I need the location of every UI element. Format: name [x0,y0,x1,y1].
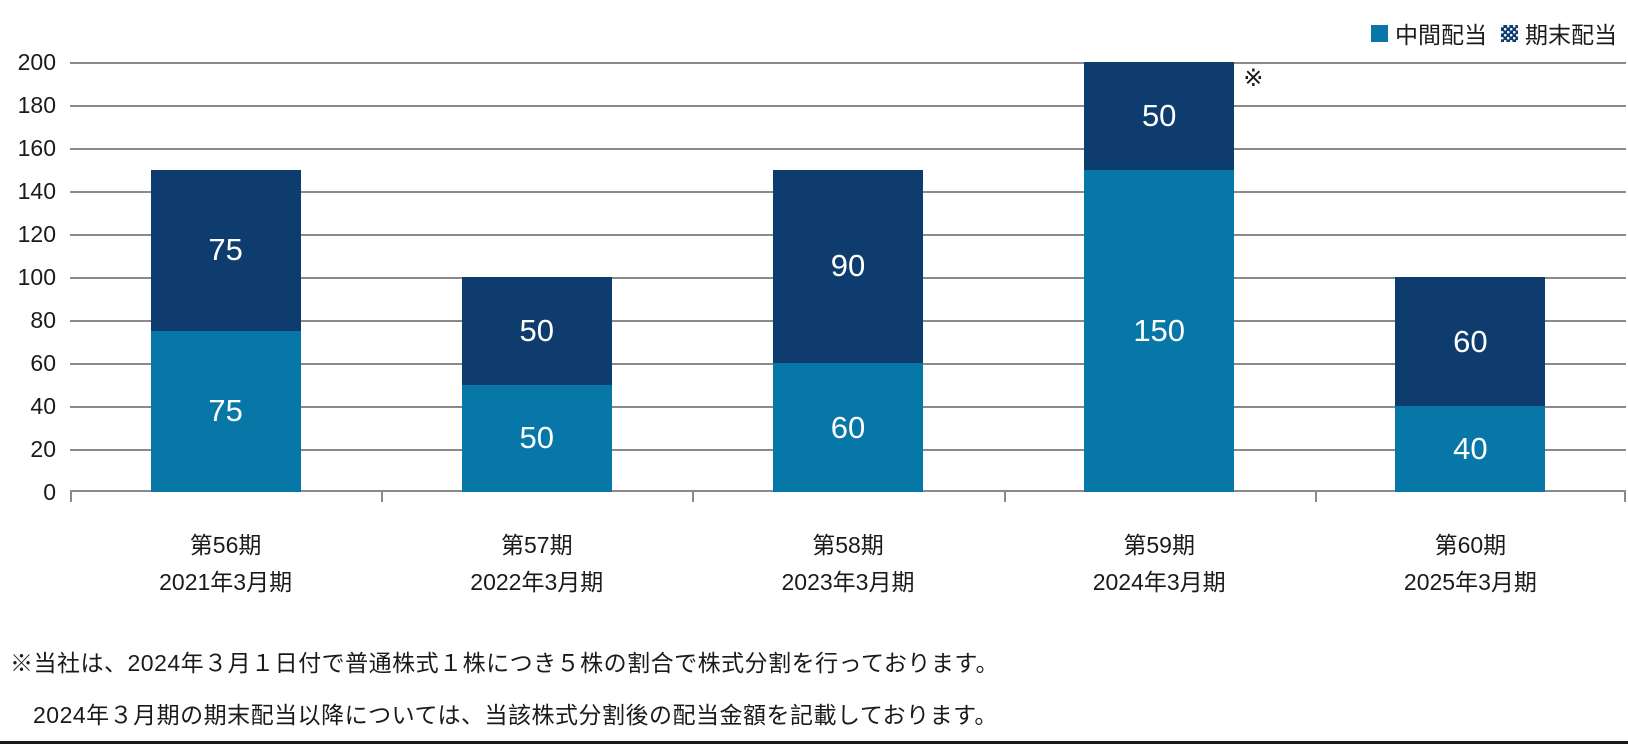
yearend-dividend-swatch [1501,24,1518,42]
chart-legend: 中間配当 期末配当 [1371,16,1617,50]
x-category-label-第58期: 第58期 2023年3月期 [692,527,1003,601]
y-tick-label-160: 160 [17,135,56,161]
bar-segment-中間配当-第57期: 50 [461,384,612,492]
gridline-180 [70,105,1626,107]
y-tick-label-40: 40 [30,393,56,419]
bar-segment-期末配当-第59期: 50 [1084,62,1235,170]
x-category-label-第57期: 第57期 2022年3月期 [381,527,692,601]
bar-segment-期末配当-第60期: 60 [1395,277,1546,406]
bar-segment-中間配当-第56期: 75 [150,330,301,492]
bar-value-label: 150 [1133,312,1186,348]
x-category-label-第56期: 第56期 2021年3月期 [70,527,381,601]
legend-item-yearend-dividend: 期末配当 [1501,16,1617,50]
bar-segment-期末配当-第56期: 75 [150,169,301,331]
category-term-label: 第58期 [812,532,884,558]
y-tick-label-60: 60 [30,350,56,376]
y-tick-label-80: 80 [30,307,56,333]
category-term-label: 第59期 [1123,532,1195,558]
x-axis-tick [1315,492,1317,502]
interim-dividend-swatch [1371,24,1388,42]
x-axis-tick [70,492,72,502]
gridline-200 [70,62,1626,64]
y-tick-label-180: 180 [17,92,56,118]
category-period-label: 2024年3月期 [1092,569,1226,595]
x-axis-tick [381,492,383,502]
category-period-label: 2022年3月期 [470,569,604,595]
legend-label-interim-dividend: 中間配当 [1395,22,1487,48]
y-tick-label-20: 20 [30,436,56,462]
y-tick-label-200: 200 [17,49,56,75]
bar-segment-中間配当-第59期: 150 [1084,169,1235,492]
bar-value-label: 40 [1453,431,1488,466]
bar-segment-中間配当-第58期: 60 [773,363,923,492]
category-period-label: 2023年3月期 [781,569,915,595]
category-period-label: 2025年3月期 [1403,569,1537,595]
bottom-rule [0,741,1628,744]
x-axis-tick [1624,492,1626,502]
x-axis-tick [1004,492,1006,502]
bar-value-label: 60 [1453,323,1488,359]
bar-segment-期末配当-第58期: 90 [773,169,923,363]
footnote-line-2: 2024年３月期の期末配当以降については、当該株式分割後の配当金額を記載しており… [33,702,998,728]
bar-value-label: 90 [830,248,866,284]
category-term-label: 第56期 [189,532,262,558]
x-category-label-第59期: 第59期 2024年3月期 [1004,527,1315,601]
plot-area: 75 75 50 50 60 90 150 50 40 60 [70,62,1626,502]
y-tick-label-120: 120 [17,221,56,247]
bar-value-label: 50 [1141,97,1177,133]
category-term-label: 第57期 [500,532,573,558]
bar-value-label: 50 [519,312,555,348]
bar-value-label: 75 [208,393,243,429]
legend-item-interim-dividend: 中間配当 [1371,16,1487,50]
bar-segment-期末配当-第57期: 50 [461,277,612,385]
gridline-160 [70,148,1626,150]
x-axis-tick [692,492,694,502]
bar-value-label: 75 [208,232,243,268]
x-category-label-第60期: 第60期 2025年3月期 [1315,527,1626,601]
legend-label-yearend-dividend: 期末配当 [1525,22,1617,48]
y-tick-label-100: 100 [17,264,56,290]
bar-value-label: 50 [519,420,555,456]
stock-split-note-marker: ※ [1243,65,1264,92]
bar-segment-中間配当-第60期: 40 [1395,406,1546,492]
bar-value-label: 60 [830,409,866,445]
category-term-label: 第60期 [1434,532,1507,558]
y-tick-label-140: 140 [17,178,56,204]
category-period-label: 2021年3月期 [159,569,293,595]
y-tick-label-0: 0 [43,479,56,505]
footnote-line-1: ※当社は、2024年３月１日付で普通株式１株につき５株の割合で株式分割を行ってお… [10,650,1000,676]
